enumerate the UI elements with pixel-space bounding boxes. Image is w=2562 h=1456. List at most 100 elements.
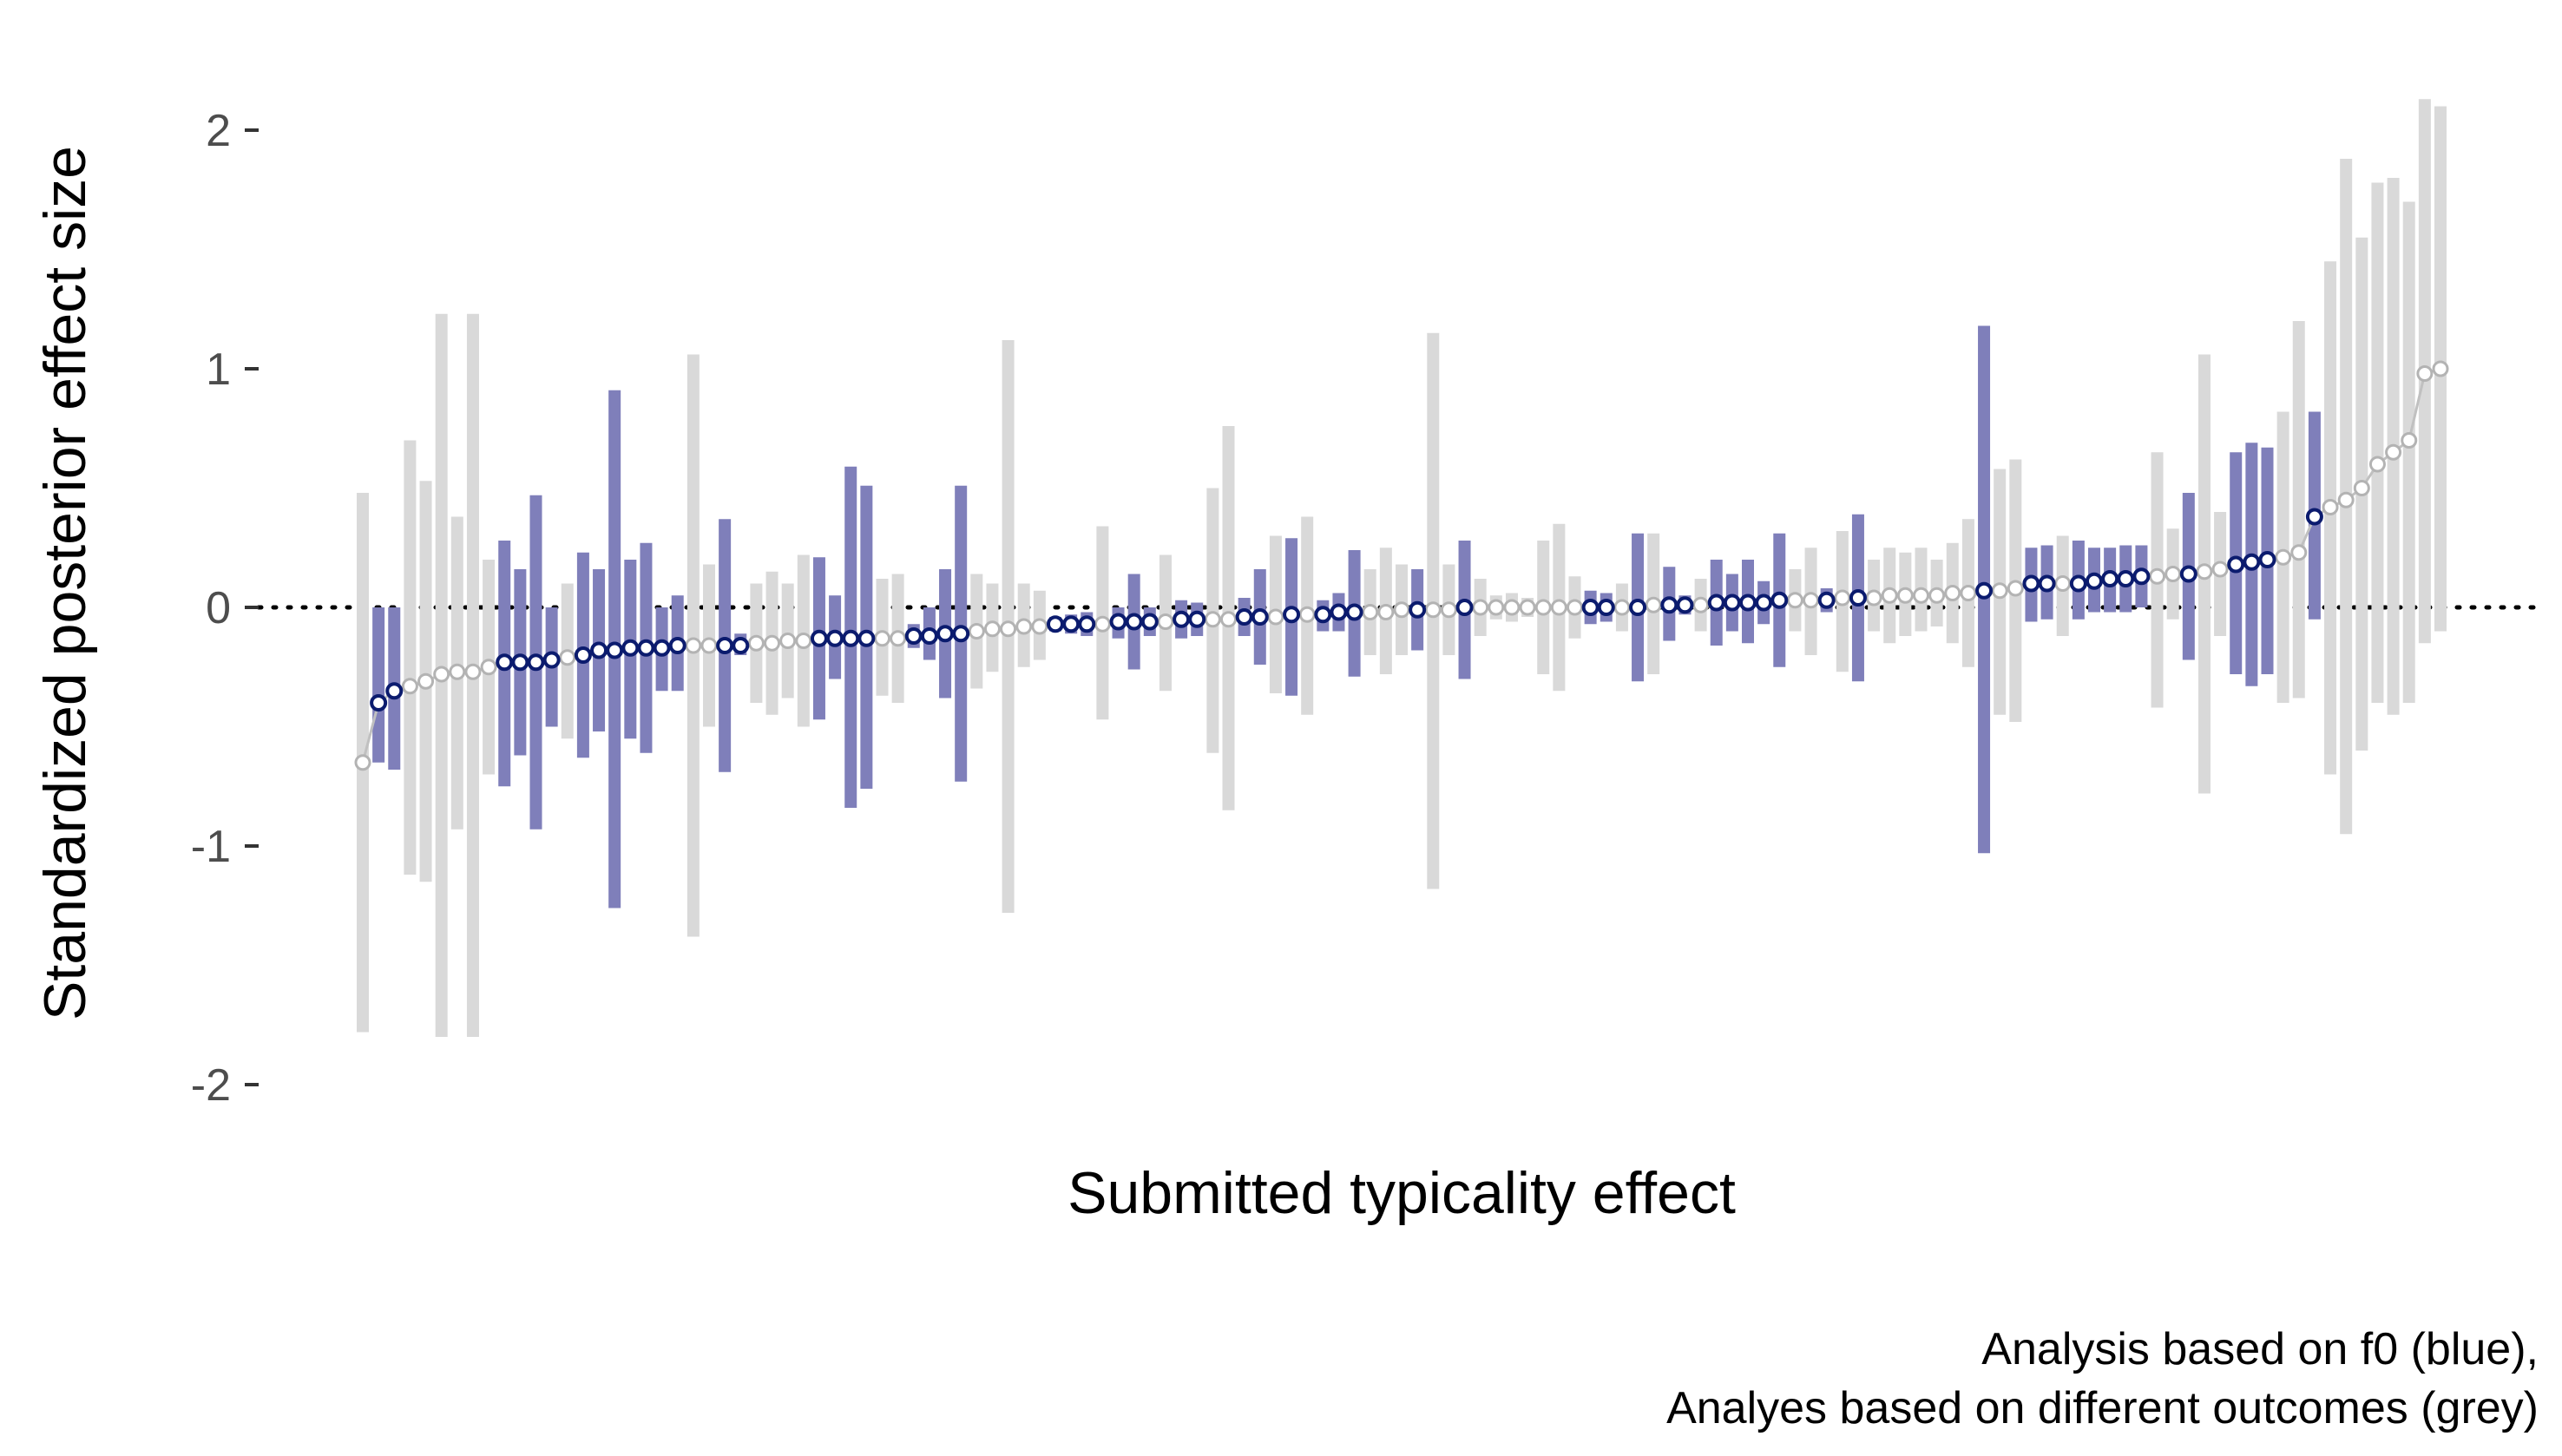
other-outcome-estimate-point bbox=[1881, 587, 1898, 604]
other-outcome-estimate-point bbox=[1031, 618, 1048, 635]
other-outcome-estimate-point bbox=[2196, 563, 2213, 580]
other-outcome-estimate-point bbox=[354, 754, 371, 771]
f0-estimate-point bbox=[2243, 553, 2261, 571]
other-outcome-estimate-point bbox=[2211, 561, 2229, 578]
f0-estimate-point bbox=[1109, 613, 1127, 631]
other-outcome-estimate-point bbox=[2275, 548, 2292, 566]
other-outcome-estimate-point bbox=[983, 620, 1001, 638]
estimate-points bbox=[354, 360, 2449, 771]
f0-estimate-point bbox=[621, 639, 640, 657]
other-outcome-estimate-point bbox=[2432, 360, 2449, 377]
other-outcome-estimate-point bbox=[2007, 580, 2024, 597]
other-outcome-estimate-point bbox=[1503, 599, 1521, 616]
f0-estimate-point bbox=[1251, 608, 1269, 626]
other-outcome-estimate-point bbox=[1928, 587, 1946, 604]
other-outcome-estimate-point bbox=[890, 630, 907, 647]
f0-estimate-point bbox=[842, 629, 860, 647]
f0-estimate-point bbox=[904, 627, 923, 645]
other-outcome-estimate-point bbox=[1991, 582, 2008, 600]
other-outcome-estimate-point bbox=[449, 663, 466, 680]
other-outcome-estimate-point bbox=[685, 637, 702, 654]
other-outcome-estimate-point bbox=[559, 649, 576, 666]
f0-estimate-point bbox=[1330, 603, 1348, 621]
f0-estimate-point bbox=[716, 637, 734, 654]
f0-estimate-point bbox=[1660, 596, 1678, 614]
other-outcome-estimate-point bbox=[1362, 604, 1379, 620]
f0-estimate-point bbox=[1140, 613, 1159, 631]
f0-estimate-point bbox=[1125, 613, 1143, 631]
other-outcome-estimate-point bbox=[1157, 613, 1174, 630]
f0-estimate-point bbox=[1345, 603, 1363, 621]
other-outcome-estimate-point bbox=[1803, 592, 1820, 609]
f0-estimate-point bbox=[2022, 574, 2040, 593]
f0-estimate-point bbox=[1597, 599, 1615, 616]
other-outcome-estimate-point bbox=[2353, 480, 2370, 496]
other-outcome-estimate-point bbox=[1896, 587, 1914, 604]
other-outcome-estimate-point bbox=[2416, 365, 2434, 382]
other-outcome-estimate-point bbox=[968, 623, 985, 639]
other-outcome-estimate-point bbox=[433, 666, 450, 683]
f0-estimate-point bbox=[826, 629, 844, 647]
other-outcome-estimate-point bbox=[1613, 599, 1631, 616]
other-outcome-estimate-point bbox=[747, 634, 765, 652]
f0-estimate-point bbox=[1047, 615, 1064, 633]
f0-estimate-point bbox=[1188, 610, 1206, 628]
other-outcome-estimate-point bbox=[1472, 599, 1489, 616]
other-outcome-estimate-point bbox=[2165, 566, 2182, 582]
f0-estimate-point bbox=[732, 637, 750, 654]
interval-bars bbox=[357, 99, 2447, 1037]
f0-estimate-point bbox=[2132, 567, 2151, 586]
y-tick-label: 1 bbox=[206, 344, 231, 395]
other-outcome-estimate-point bbox=[1692, 596, 1710, 613]
f0-estimate-point bbox=[1409, 600, 1427, 619]
f0-estimate-point bbox=[1173, 610, 1191, 628]
other-outcome-estimate-point bbox=[2368, 456, 2386, 473]
f0-estimate-point bbox=[2086, 572, 2103, 590]
f0-estimate-point bbox=[2227, 555, 2245, 574]
f0-estimate-point bbox=[590, 641, 608, 659]
y-tick-label: -1 bbox=[191, 822, 231, 872]
other-outcome-estimate-point bbox=[1377, 604, 1395, 620]
f0-estimate-point bbox=[1283, 606, 1301, 624]
f0-estimate-point bbox=[1975, 581, 1994, 600]
other-outcome-estimate-point bbox=[1440, 601, 1457, 619]
f0-estimate-point bbox=[1723, 594, 1741, 612]
f0-estimate-point bbox=[2179, 565, 2197, 583]
other-outcome-estimate-point bbox=[1834, 589, 1851, 607]
other-outcome-estimate-point bbox=[700, 637, 718, 654]
other-outcome-estimate-point bbox=[1393, 601, 1410, 619]
f0-estimate-point bbox=[527, 653, 545, 672]
other-outcome-estimate-point bbox=[1488, 599, 1505, 616]
f0-estimate-point bbox=[1455, 599, 1474, 616]
f0-estimate-point bbox=[1707, 594, 1725, 612]
y-tick-label: 2 bbox=[206, 106, 231, 156]
other-outcome-estimate-point bbox=[480, 659, 497, 676]
other-outcome-estimate-point bbox=[1944, 585, 1961, 601]
other-outcome-estimate-point bbox=[401, 678, 418, 695]
other-outcome-estimate-point bbox=[1567, 599, 1583, 616]
caption-line-2: Analyes based on different outcomes (gre… bbox=[1666, 1383, 2539, 1433]
f0-estimate-point bbox=[2038, 574, 2056, 593]
other-outcome-estimate-point bbox=[2054, 575, 2072, 592]
other-outcome-estimate-point bbox=[1960, 585, 1977, 601]
f0-estimate-point bbox=[668, 637, 686, 654]
f0-estimate-point bbox=[1078, 615, 1096, 633]
f0-estimate-point bbox=[542, 651, 561, 669]
other-outcome-estimate-point bbox=[2385, 443, 2402, 461]
other-outcome-estimate-point bbox=[1015, 618, 1033, 635]
f0-estimate-point bbox=[574, 646, 592, 664]
f0-estimate-point bbox=[1817, 591, 1836, 609]
other-outcome-estimate-point bbox=[874, 630, 890, 647]
f0-estimate-point bbox=[511, 653, 529, 672]
f0-estimate-point bbox=[1314, 606, 1332, 624]
f0-estimate-point bbox=[1849, 589, 1867, 607]
f0-estimate-point bbox=[606, 641, 624, 659]
f0-estimate-point bbox=[2117, 570, 2135, 587]
other-outcome-estimate-point bbox=[795, 633, 812, 649]
other-outcome-estimate-point bbox=[1534, 599, 1552, 616]
other-outcome-estimate-point bbox=[2401, 432, 2418, 449]
other-outcome-estimate-point bbox=[2322, 499, 2339, 515]
other-outcome-estimate-point bbox=[1913, 587, 1929, 604]
f0-estimate-point bbox=[1739, 594, 1757, 612]
